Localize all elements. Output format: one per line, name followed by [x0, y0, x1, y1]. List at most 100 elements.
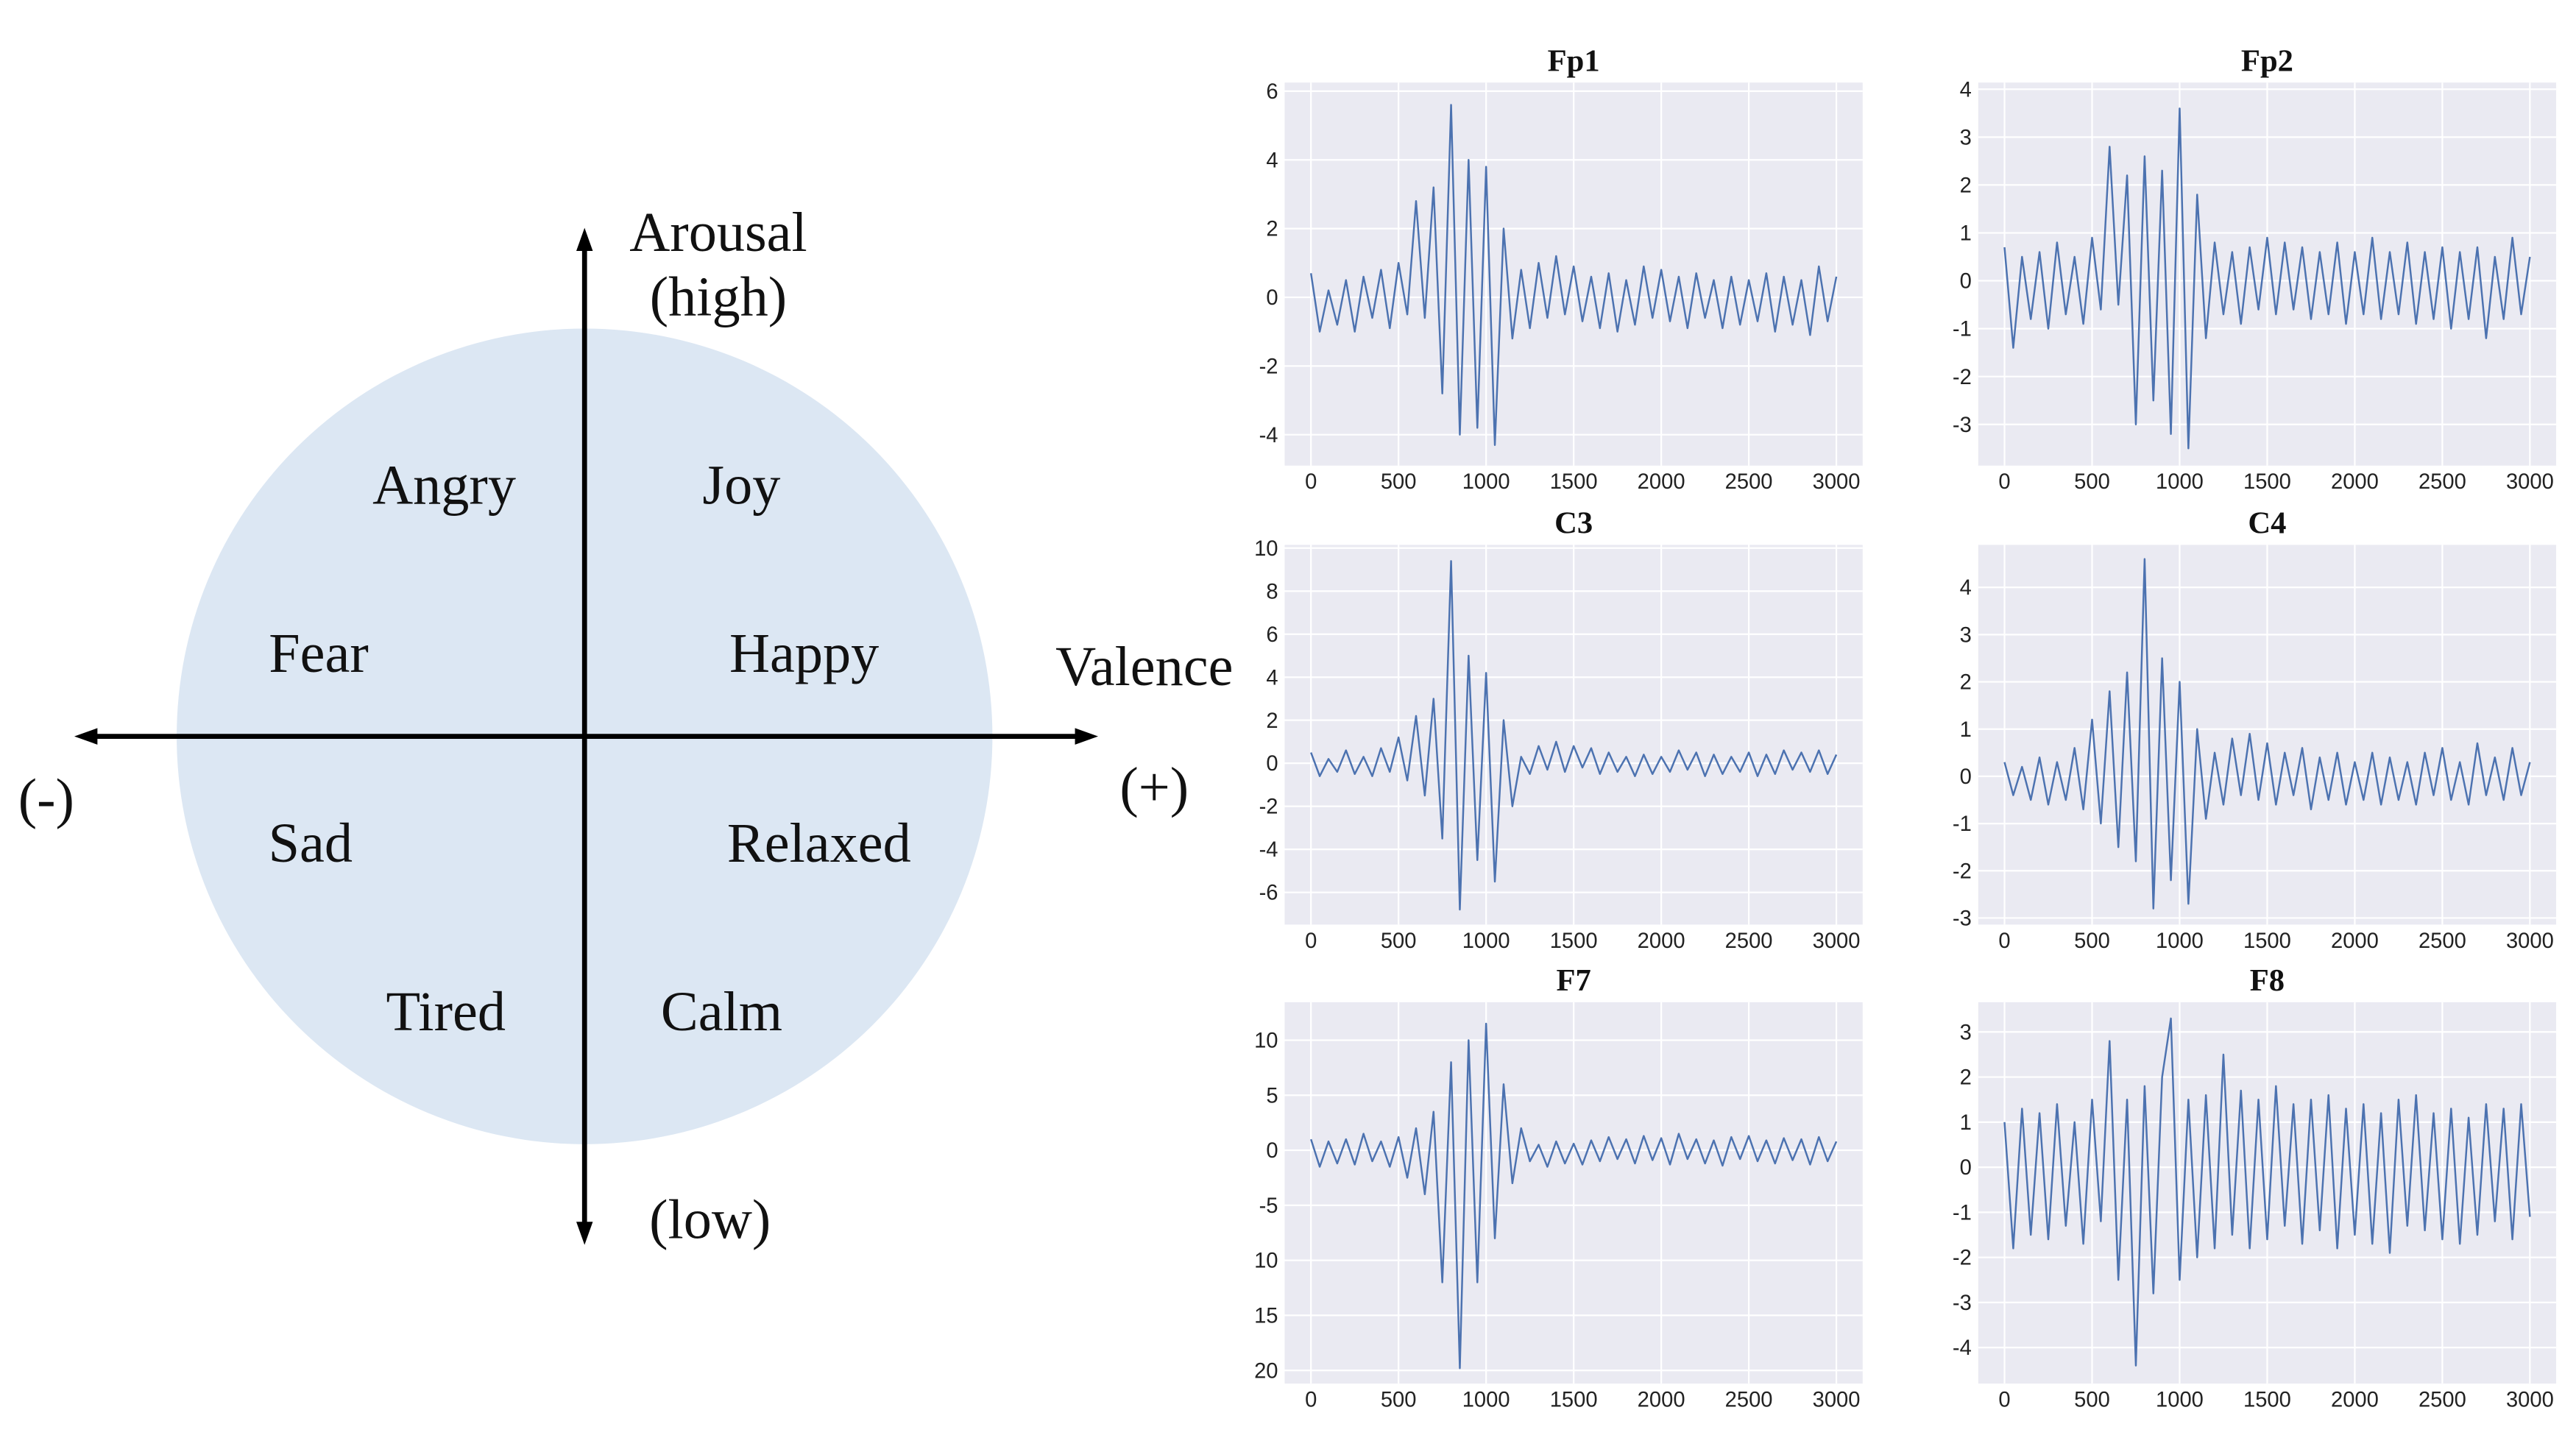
x-tick-label: 0 — [1998, 929, 2010, 953]
y-tick-label: -5 — [1259, 1194, 1278, 1218]
y-tick-label: -3 — [1953, 414, 1972, 437]
y-tick-label: 2 — [1960, 671, 1972, 695]
x-tick-label: 2000 — [2331, 929, 2379, 953]
x-tick-label: 1500 — [1550, 929, 1598, 953]
x-tick-label: 3000 — [2506, 470, 2554, 494]
y-tick-label: 1 — [1960, 1111, 1972, 1135]
y-tick-label: 3 — [1960, 1021, 1972, 1044]
eeg-chart: C4 0 500 1000 1500 2000 2500 3000 -3 -2 -1 0 1 2 3 4 — [1953, 506, 2557, 953]
y-tick-label: 6 — [1266, 623, 1278, 647]
x-tick-label: 1000 — [2156, 929, 2204, 953]
x-tick-label: 1500 — [1550, 470, 1598, 494]
y-tick-label: 0 — [1266, 1139, 1278, 1163]
emotion: Calm — [661, 980, 782, 1043]
x-tick-label: 500 — [2074, 470, 2110, 494]
y-tick-label: 0 — [1960, 1156, 1972, 1180]
y-tick-label: -1 — [1953, 812, 1972, 836]
eeg-chart: Fp2 0 500 1000 1500 2000 2500 3000 -3 -2 -1 0 1 2 3 4 — [1953, 43, 2557, 494]
emotion: Angry — [372, 453, 516, 516]
y-tick-label: 0 — [1960, 765, 1972, 789]
emotion: Happy — [729, 622, 879, 684]
x-tick-label: 0 — [1305, 1389, 1317, 1412]
eeg-chart: F8 0 500 1000 1500 2000 2500 3000 -4 -3 -2 -1 0 1 2 3 — [1953, 963, 2557, 1412]
y-tick-label: 6 — [1266, 80, 1278, 104]
x-tick-label: 1500 — [2243, 470, 2291, 494]
circumplex-diagram: Arousal (high) (low) Valence (-) (+) Ang… — [18, 201, 1234, 1251]
x-tick-label: 2000 — [1638, 1389, 1685, 1412]
signal-line — [2003, 1017, 2531, 1367]
x-tick-label: 1000 — [2156, 470, 2204, 494]
arrow-head — [74, 728, 98, 745]
y-tick-label: -2 — [1953, 1247, 1972, 1270]
x-tick-label: 500 — [1381, 929, 1417, 953]
x-tick-label: 1000 — [1462, 1389, 1510, 1412]
y-tick-label: -3 — [1953, 1292, 1972, 1315]
y-tick-label: 10 — [1254, 1250, 1278, 1273]
x-tick-label: 2500 — [2418, 1389, 2466, 1412]
y-tick-label: -3 — [1953, 907, 1972, 931]
arrow-head — [576, 1222, 593, 1245]
x-tick-label: 3000 — [2506, 929, 2554, 953]
chart-title: F7 — [1556, 963, 1590, 998]
eeg-chart: C3 0 500 1000 1500 2000 2500 3000 -6 -4 -2 0 2 4 6 8 10 — [1254, 506, 1863, 953]
y-tick-label: -2 — [1953, 860, 1972, 883]
y-tick-label: -2 — [1259, 796, 1278, 819]
emotion: Sad — [269, 812, 353, 874]
y-tick-label: -4 — [1953, 1336, 1972, 1360]
x-tick-label: 2000 — [2331, 470, 2379, 494]
y-tick-label: 2 — [1960, 1066, 1972, 1090]
y-tick-label: 0 — [1266, 752, 1278, 776]
y-tick-label: -1 — [1953, 318, 1972, 341]
signal-line — [1310, 560, 1838, 911]
x-tick-label: 1500 — [2243, 1389, 2291, 1412]
y-tick-label: -6 — [1259, 882, 1278, 905]
x-tick-label: 3000 — [1813, 1389, 1861, 1412]
signal-line — [2003, 558, 2531, 910]
y-tick-label: 20 — [1254, 1359, 1278, 1383]
x-tick-label: 2500 — [2418, 470, 2466, 494]
x-tick-label: 0 — [1998, 470, 2010, 494]
x-tick-label: 0 — [1305, 470, 1317, 494]
x-tick-label: 0 — [1305, 929, 1317, 953]
arrow-head — [1075, 728, 1098, 745]
y-tick-label: 1 — [1960, 718, 1972, 742]
chart-title: Fp1 — [1548, 43, 1600, 78]
x-tick-label: 1000 — [2156, 1389, 2204, 1412]
eeg-chart: Fp1 0 500 1000 1500 2000 2500 3000 -4 -2 0 2 4 6 — [1259, 43, 1863, 494]
arrow-head — [576, 227, 593, 252]
chart-title: Fp2 — [2241, 43, 2293, 78]
axis-label: Arousal — [629, 201, 807, 263]
y-tick-label: 1 — [1960, 222, 1972, 246]
chart-title: C3 — [1554, 506, 1593, 541]
y-tick-label: 15 — [1254, 1305, 1278, 1328]
chart-title: F8 — [2250, 963, 2285, 998]
x-tick-label: 2500 — [1725, 929, 1773, 953]
y-tick-label: 10 — [1254, 537, 1278, 561]
y-tick-label: 8 — [1266, 580, 1278, 603]
y-tick-label: 10 — [1254, 1030, 1278, 1053]
x-tick-label: 500 — [1381, 1389, 1417, 1412]
chart-title: C4 — [2248, 506, 2286, 541]
signal-line — [1309, 104, 1838, 446]
x-tick-label: 1000 — [1462, 929, 1510, 953]
emotion: Fear — [269, 622, 369, 684]
y-tick-label: 4 — [1960, 576, 1972, 600]
y-tick-label: -1 — [1953, 1201, 1972, 1225]
x-tick-label: 500 — [2074, 929, 2110, 953]
y-tick-label: -4 — [1259, 838, 1278, 862]
y-tick-label: 0 — [1960, 270, 1972, 294]
x-tick-label: 1500 — [1550, 1389, 1598, 1412]
y-tick-label: -2 — [1953, 366, 1972, 389]
y-tick-label: 5 — [1266, 1084, 1278, 1108]
x-tick-label: 500 — [2074, 1389, 2110, 1412]
y-tick-label: 3 — [1960, 623, 1972, 647]
axis-label: (-) — [18, 768, 74, 830]
x-tick-label: 2500 — [2418, 929, 2466, 953]
signal-line — [2003, 107, 2531, 450]
eeg-chart: F7 0 500 1000 1500 2000 2500 3000 20 15 10 -5 0 5 10 — [1254, 963, 1863, 1412]
y-tick-label: 0 — [1266, 286, 1278, 310]
x-tick-label: 3000 — [2506, 1389, 2554, 1412]
axis-label: Valence — [1055, 635, 1233, 698]
